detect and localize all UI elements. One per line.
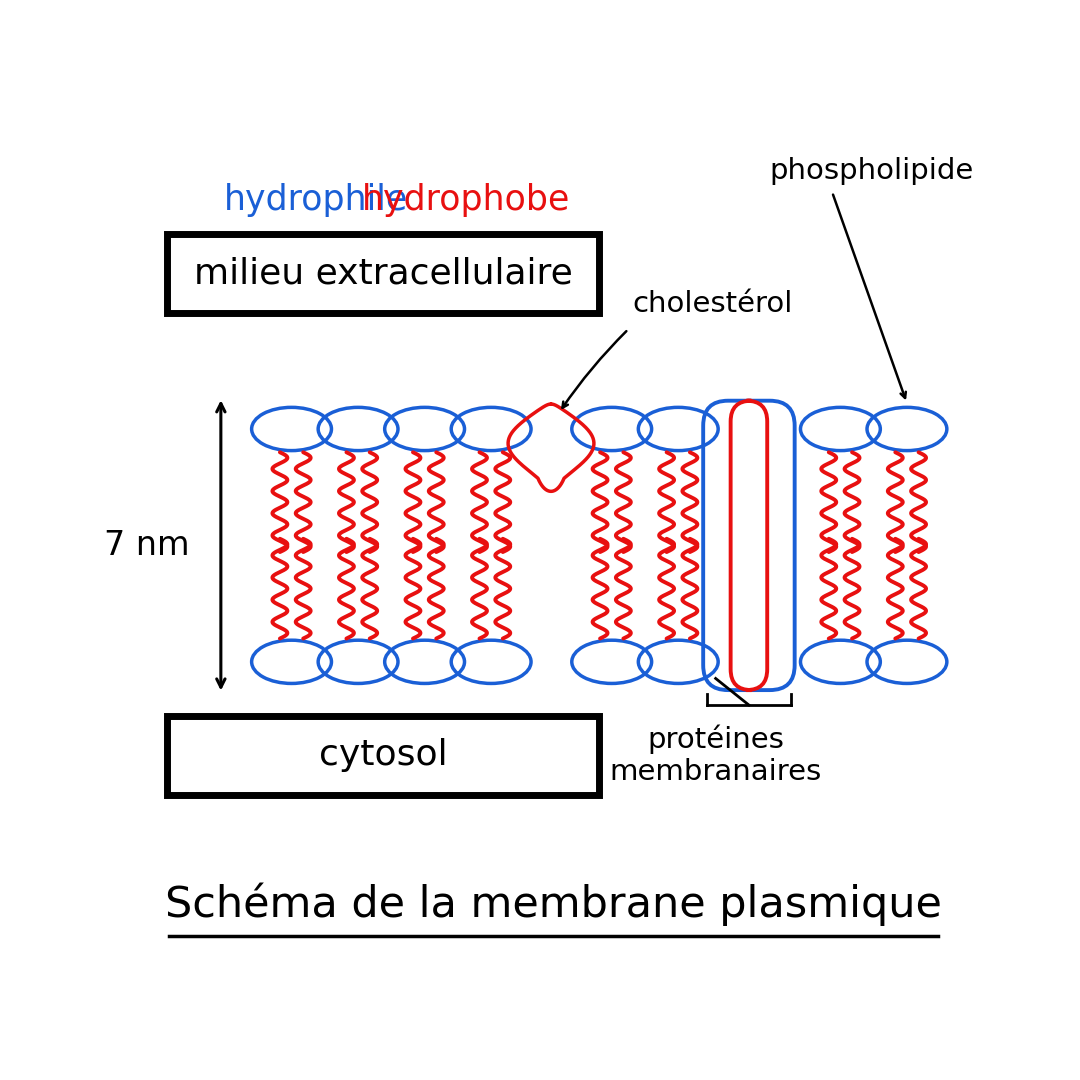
Text: hydrophobe: hydrophobe [362,184,570,217]
Text: Schéma de la membrane plasmique: Schéma de la membrane plasmique [165,883,942,927]
Text: hydrophile: hydrophile [225,184,408,217]
Text: cholestérol: cholestérol [633,291,793,319]
Text: cytosol: cytosol [319,739,447,772]
Text: phospholipide: phospholipide [770,158,974,185]
Bar [166,233,599,312]
Text: 7 nm: 7 nm [104,529,189,562]
Text: protéines
membranaires: protéines membranaires [609,725,822,786]
Bar [166,716,599,795]
Text: milieu extracellulaire: milieu extracellulaire [193,256,572,291]
